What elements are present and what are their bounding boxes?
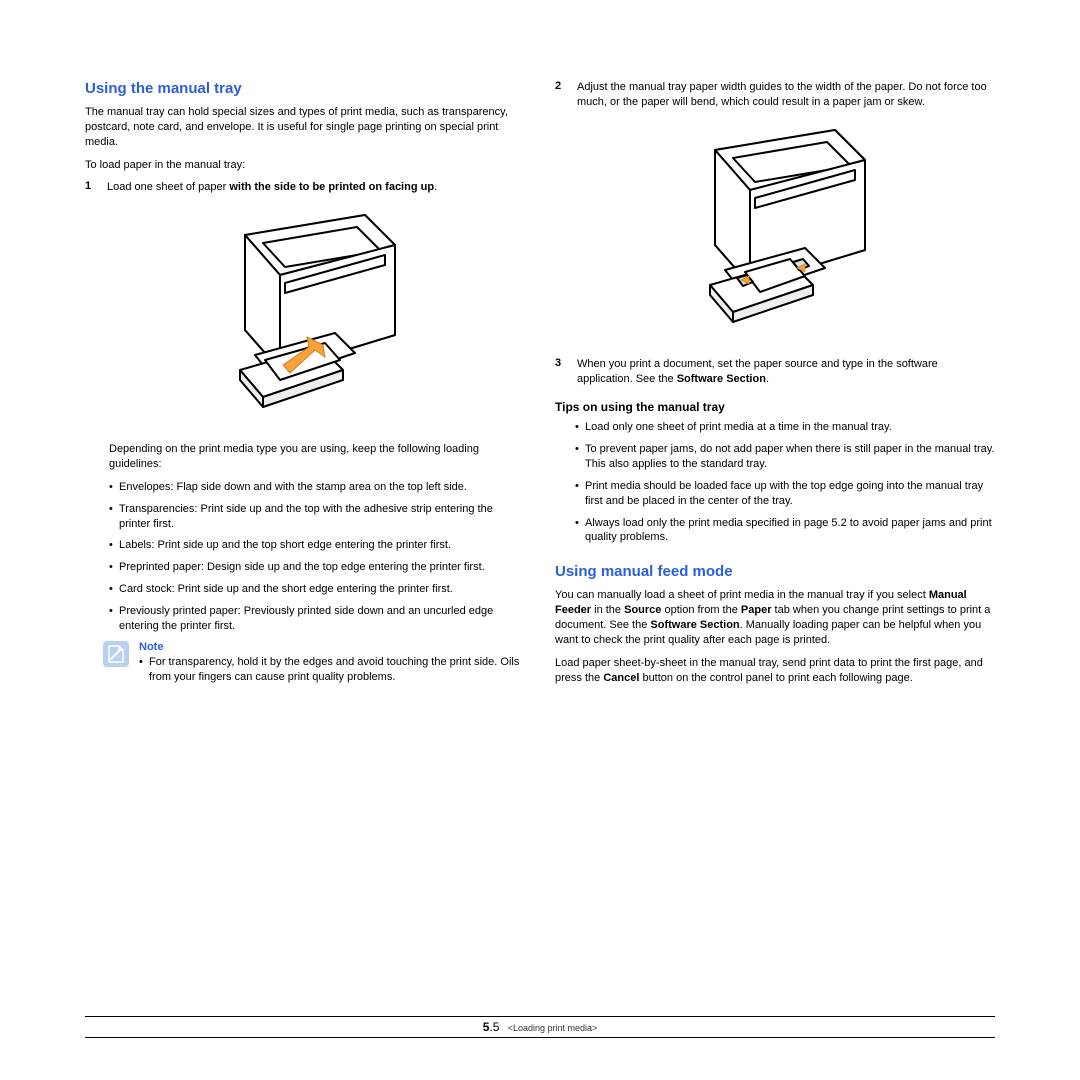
intro-paragraph: The manual tray can hold special sizes a… <box>85 105 525 150</box>
step-number: 3 <box>555 357 565 387</box>
heading-manual-feed: Using manual feed mode <box>555 563 995 580</box>
list-item: To prevent paper jams, do not add paper … <box>575 442 995 472</box>
right-column: 2 Adjust the manual tray paper width gui… <box>555 80 995 693</box>
step-text: Load one sheet of paper with the side to… <box>107 180 525 195</box>
lead-paragraph: To load paper in the manual tray: <box>85 158 525 173</box>
list-item: Load only one sheet of print media at a … <box>575 420 995 435</box>
page-number: .5 <box>489 1020 499 1034</box>
guidelines-list: Envelopes: Flap side down and with the s… <box>109 480 525 634</box>
list-item: Labels: Print side up and the top short … <box>109 538 525 553</box>
note-icon <box>103 641 129 667</box>
step-number: 2 <box>555 80 565 110</box>
step-number: 1 <box>85 180 95 195</box>
page-section-label: <Loading print media> <box>508 1023 598 1033</box>
step-3: 3 When you print a document, set the pap… <box>555 357 995 387</box>
printer-illustration-2 <box>555 120 995 343</box>
list-item: Preprinted paper: Design side up and the… <box>109 560 525 575</box>
guidelines-lead: Depending on the print media type you ar… <box>109 442 525 472</box>
step-text: When you print a document, set the paper… <box>577 357 995 387</box>
note-label: Note <box>139 641 525 653</box>
list-item: Transparencies: Print side up and the to… <box>109 502 525 532</box>
page-footer: 5.5 <Loading print media> <box>85 1016 995 1038</box>
note-text: For transparency, hold it by the edges a… <box>139 655 525 685</box>
tips-heading: Tips on using the manual tray <box>555 400 995 414</box>
list-item: Print media should be loaded face up wit… <box>575 479 995 509</box>
step-1: 1 Load one sheet of paper with the side … <box>85 180 525 195</box>
heading-manual-tray: Using the manual tray <box>85 80 525 97</box>
step-text: Adjust the manual tray paper width guide… <box>577 80 995 110</box>
printer-illustration-1 <box>85 205 525 428</box>
note-block: Note For transparency, hold it by the ed… <box>85 641 525 692</box>
left-column: Using the manual tray The manual tray ca… <box>85 80 525 693</box>
list-item: Always load only the print media specifi… <box>575 516 995 546</box>
list-item: Previously printed paper: Previously pri… <box>109 604 525 634</box>
tips-list: Load only one sheet of print media at a … <box>555 420 995 545</box>
list-item: Envelopes: Flap side down and with the s… <box>109 480 525 495</box>
feed-paragraph-2: Load paper sheet-by-sheet in the manual … <box>555 656 995 686</box>
step-2: 2 Adjust the manual tray paper width gui… <box>555 80 995 110</box>
feed-paragraph-1: You can manually load a sheet of print m… <box>555 588 995 647</box>
list-item: Card stock: Print side up and the short … <box>109 582 525 597</box>
